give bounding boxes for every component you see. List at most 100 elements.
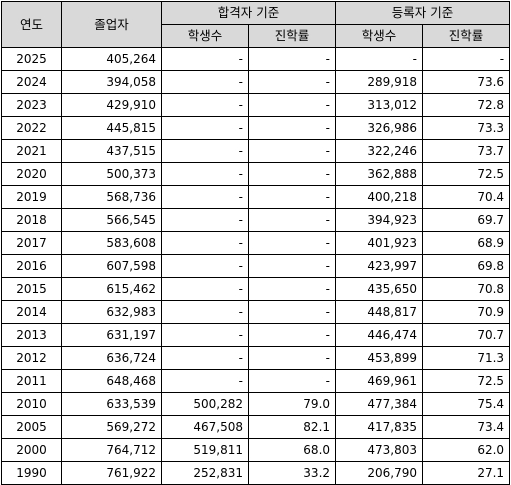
cell-registered-students: 401,923 <box>335 231 424 255</box>
cell-registered-students: 362,888 <box>335 162 424 186</box>
cell-registered-rate: 69.8 <box>422 254 511 278</box>
cell-registered-students: 453,899 <box>335 346 424 370</box>
cell-year: 2014 <box>1 300 62 324</box>
cell-graduates: 569,272 <box>61 415 162 439</box>
cell-graduates: 583,608 <box>61 231 162 255</box>
cell-graduates: 633,539 <box>61 392 162 416</box>
cell-admitted-students: - <box>161 254 249 278</box>
cell-registered-rate: 62.0 <box>422 438 511 462</box>
cell-year: 1990 <box>1 461 62 485</box>
cell-registered-rate: 69.7 <box>422 208 511 232</box>
cell-admitted-students: - <box>161 277 249 301</box>
header-graduates: 졸업자 <box>61 1 162 48</box>
cell-admitted-rate: 68.0 <box>247 438 337 462</box>
table-row: 2019 568,736- -400,218 70.4 <box>1 185 511 209</box>
cell-admitted-rate: - <box>247 162 337 186</box>
cell-year: 2013 <box>1 323 62 347</box>
cell-registered-rate: 73.7 <box>422 139 511 163</box>
cell-registered-students: 473,803 <box>335 438 424 462</box>
cell-admitted-students: - <box>161 47 249 71</box>
cell-year: 2021 <box>1 139 62 163</box>
cell-registered-rate: 70.4 <box>422 185 511 209</box>
cell-admitted-students: - <box>161 323 249 347</box>
cell-registered-students: 313,012 <box>335 93 424 117</box>
cell-registered-students: 477,384 <box>335 392 424 416</box>
cell-registered-rate: 70.8 <box>422 277 511 301</box>
cell-registered-students: 446,474 <box>335 323 424 347</box>
cell-graduates: 632,983 <box>61 300 162 324</box>
cell-year: 2020 <box>1 162 62 186</box>
table-row: 2011 648,468- -469,961 72.5 <box>1 369 511 393</box>
cell-registered-students: 435,650 <box>335 277 424 301</box>
header-admitted-students: 학생수 <box>161 24 249 48</box>
cell-admitted-rate: - <box>247 369 337 393</box>
cell-year: 2017 <box>1 231 62 255</box>
cell-registered-rate: 72.8 <box>422 93 511 117</box>
cell-registered-students: 322,246 <box>335 139 424 163</box>
cell-registered-students: 326,986 <box>335 116 424 140</box>
cell-graduates: 648,468 <box>61 369 162 393</box>
cell-admitted-students: 500,282 <box>161 392 249 416</box>
table-row: 2000 764,712 519,811 68.0 473,803 62.0 <box>1 438 511 462</box>
table-row: 2020 500,373- -362,888 72.5 <box>1 162 511 186</box>
cell-registered-students: 469,961 <box>335 369 424 393</box>
table-row: 2015 615,462- -435,650 70.8 <box>1 277 511 301</box>
cell-graduates: 607,598 <box>61 254 162 278</box>
cell-registered-rate: 70.7 <box>422 323 511 347</box>
cell-registered-rate: 72.5 <box>422 369 511 393</box>
cell-admitted-rate: - <box>247 47 337 71</box>
cell-admitted-students: - <box>161 300 249 324</box>
cell-year: 2023 <box>1 93 62 117</box>
header-admitted-rate: 진학률 <box>247 24 337 48</box>
cell-graduates: 405,264 <box>61 47 162 71</box>
cell-registered-rate: - <box>422 47 511 71</box>
cell-year: 2005 <box>1 415 62 439</box>
cell-graduates: 566,545 <box>61 208 162 232</box>
cell-registered-students: 448,817 <box>335 300 424 324</box>
cell-admitted-students: - <box>161 369 249 393</box>
table-row: 2024 394,058- -289,918 73.6 <box>1 70 511 94</box>
cell-graduates: 429,910 <box>61 93 162 117</box>
cell-admitted-rate: - <box>247 185 337 209</box>
cell-year: 2025 <box>1 47 62 71</box>
header-registered-group: 등록자 기준 <box>335 1 511 25</box>
table-row: 2013 631,197- -446,474 70.7 <box>1 323 511 347</box>
cell-graduates: 761,922 <box>61 461 162 485</box>
cell-admitted-students: - <box>161 116 249 140</box>
cell-admitted-students: 467,508 <box>161 415 249 439</box>
table-body: 2025 405,264- - - -2024 394,058- -289,918 73.6 2… <box>1 47 511 485</box>
cell-registered-students: - <box>335 47 424 71</box>
cell-admitted-rate: - <box>247 139 337 163</box>
cell-admitted-students: 252,831 <box>161 461 249 485</box>
table-row: 2016 607,598- -423,997 69.8 <box>1 254 511 278</box>
table-row: 2017 583,608- -401,923 68.9 <box>1 231 511 255</box>
cell-admitted-rate: 79.0 <box>247 392 337 416</box>
cell-admitted-students: - <box>161 208 249 232</box>
cell-registered-students: 400,218 <box>335 185 424 209</box>
table-row: 2005 569,272 467,508 82.1 417,835 73.4 <box>1 415 511 439</box>
cell-admitted-rate: - <box>247 208 337 232</box>
cell-registered-rate: 27.1 <box>422 461 511 485</box>
cell-admitted-students: - <box>161 93 249 117</box>
cell-graduates: 500,373 <box>61 162 162 186</box>
cell-registered-students: 289,918 <box>335 70 424 94</box>
table-row: 2025 405,264- - - - <box>1 47 511 71</box>
cell-registered-rate: 71.3 <box>422 346 511 370</box>
cell-admitted-students: - <box>161 139 249 163</box>
cell-graduates: 568,736 <box>61 185 162 209</box>
cell-registered-rate: 73.3 <box>422 116 511 140</box>
cell-year: 2011 <box>1 369 62 393</box>
cell-admitted-rate: - <box>247 254 337 278</box>
cell-admitted-rate: 33.2 <box>247 461 337 485</box>
cell-year: 2018 <box>1 208 62 232</box>
cell-admitted-students: - <box>161 346 249 370</box>
cell-graduates: 437,515 <box>61 139 162 163</box>
cell-registered-students: 423,997 <box>335 254 424 278</box>
cell-admitted-rate: 82.1 <box>247 415 337 439</box>
cell-year: 2024 <box>1 70 62 94</box>
cell-registered-rate: 73.6 <box>422 70 511 94</box>
table-row: 2018 566,545- -394,923 69.7 <box>1 208 511 232</box>
header-registered-rate: 진학률 <box>422 24 511 48</box>
cell-graduates: 445,815 <box>61 116 162 140</box>
cell-admitted-rate: - <box>247 93 337 117</box>
